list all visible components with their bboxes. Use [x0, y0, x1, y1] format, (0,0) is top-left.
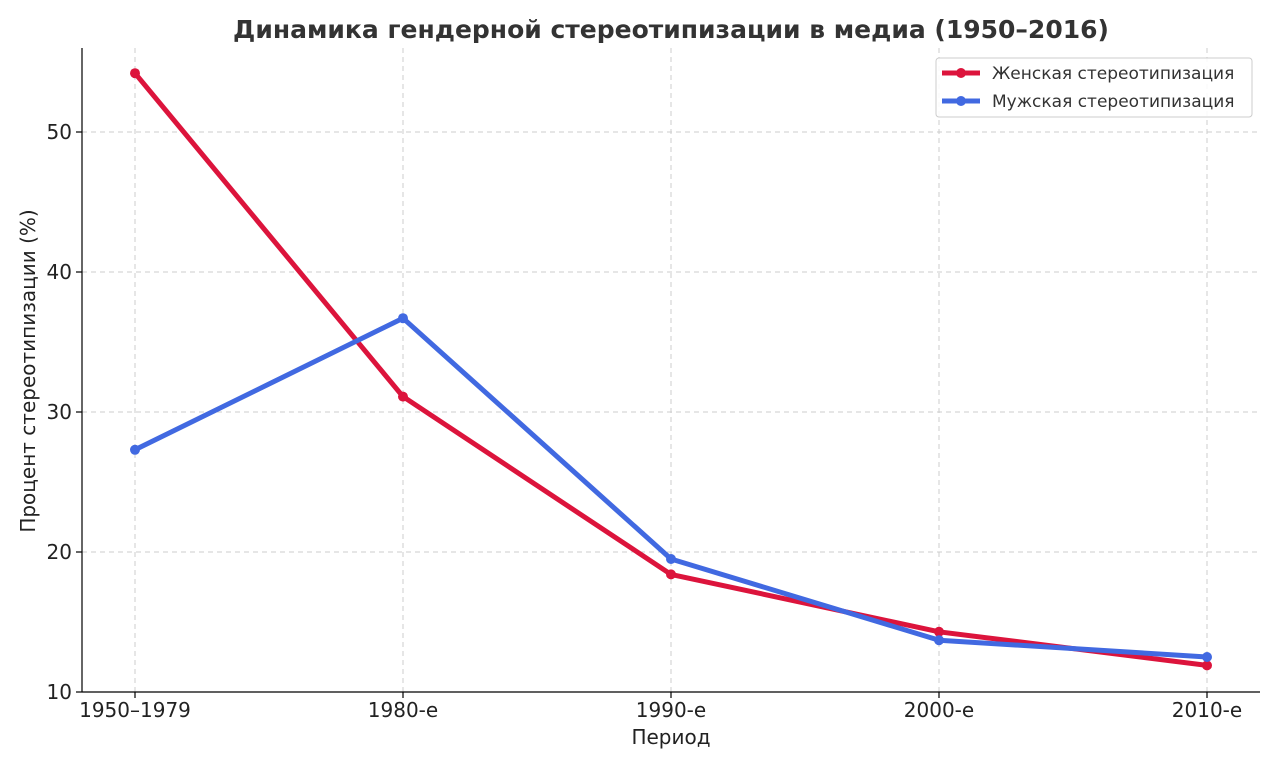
- series-lines: [130, 68, 1212, 671]
- y-tick-label: 10: [47, 680, 72, 704]
- x-tick-label: 1990-е: [636, 698, 706, 722]
- legend-item: Мужская стереотипизация: [942, 92, 1234, 112]
- y-tick-label: 40: [47, 260, 72, 284]
- legend-label: Мужская стереотипизация: [992, 92, 1234, 112]
- data-point: [130, 68, 140, 79]
- series-2: [130, 313, 1212, 662]
- legend-box: [935, 57, 1253, 118]
- data-point: [934, 626, 944, 637]
- data-point: [934, 635, 944, 646]
- data-point: [398, 313, 408, 324]
- y-axis-label: Процент стереотипизации (%): [16, 209, 40, 532]
- data-point: [130, 444, 140, 455]
- legend-swatch-marker: [956, 68, 966, 78]
- y-tick-label: 20: [47, 540, 72, 564]
- legend-swatch-marker: [956, 96, 966, 106]
- data-point: [666, 554, 676, 564]
- data-point: [398, 391, 408, 402]
- legend: Женская стереотипизация Мужская стереотип…: [935, 57, 1253, 118]
- x-tick-label: 1980-е: [368, 698, 438, 722]
- y-tick-label: 30: [47, 400, 72, 424]
- data-point: [1202, 652, 1212, 662]
- x-axis-label: Период: [631, 725, 710, 749]
- chart-title: Динамика гендерной стереотипизации в мед…: [233, 15, 1109, 44]
- x-tick-label: 2000-е: [904, 698, 974, 722]
- legend-label: Женская стереотипизация: [992, 64, 1234, 84]
- data-point: [1202, 660, 1212, 671]
- series-1: [130, 68, 1212, 671]
- legend-item: Женская стереотипизация: [942, 64, 1234, 84]
- x-tick-label: 1950–1979: [79, 698, 191, 722]
- y-tick-label: 50: [47, 120, 72, 144]
- x-tick-label: 2010-е: [1172, 698, 1242, 722]
- axes: [81, 48, 1260, 693]
- grid: [82, 48, 1260, 693]
- ticks: 1950–1979 1980-е 1990-е 2000-е 2010-е 10 20 30 4…: [47, 120, 1243, 722]
- data-point: [666, 569, 676, 580]
